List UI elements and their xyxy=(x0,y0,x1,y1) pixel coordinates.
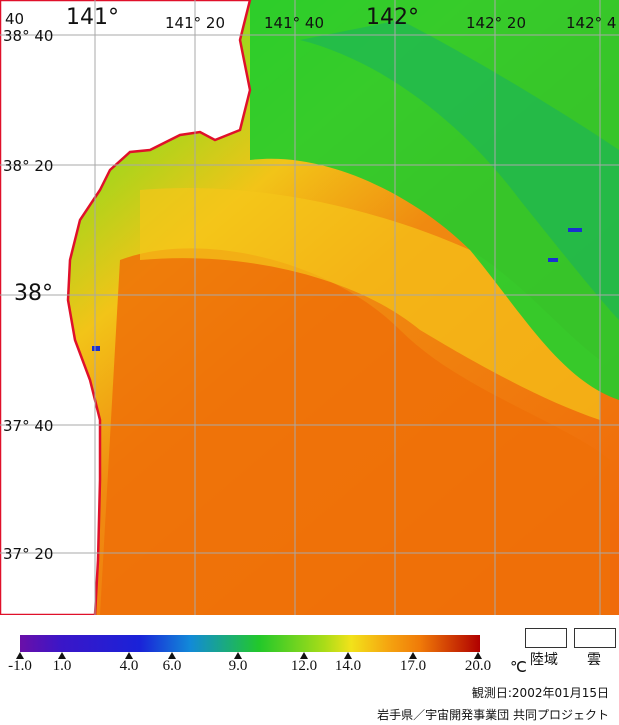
tick-mark xyxy=(58,652,66,659)
temperature-colorbar xyxy=(20,635,480,652)
credit-line: 岩手県／宇宙開発事業団 共同プロジェクト xyxy=(377,708,609,722)
tick-label: 4.0 xyxy=(119,658,139,674)
lon-label-141: 141° xyxy=(66,5,119,30)
tick-mark xyxy=(234,652,242,659)
lon-label-141-20: 141° 20 xyxy=(165,14,225,32)
tick-label: 20.0 xyxy=(464,658,492,674)
unit-label: ℃ xyxy=(510,660,527,676)
tick-label: 14.0 xyxy=(334,658,362,674)
tick-mark xyxy=(168,652,176,659)
lat-label-38-20: 38° 20 xyxy=(3,157,53,175)
lon-label-141-40: 141° 40 xyxy=(264,14,324,32)
tick-mark xyxy=(344,652,352,659)
lat-label-37-40: 37° 40 xyxy=(3,417,53,435)
cloud-swatch xyxy=(574,628,616,648)
lon-label-142-40: 142° 4 xyxy=(566,14,616,32)
land-swatch xyxy=(525,628,567,648)
lat-label-38-40: 38° 40 xyxy=(3,27,53,45)
corner-label: 40 xyxy=(5,10,24,28)
lat-label-37-20: 37° 20 xyxy=(3,545,53,563)
tick-label: 1.0 xyxy=(52,658,72,674)
tick-label: 6.0 xyxy=(162,658,182,674)
land-label: 陸域 xyxy=(530,652,558,668)
sea-surface-temperature-map: 40 141° 141° 20 141° 40 142° 142° 20 142… xyxy=(0,0,619,615)
lat-label-38: 38° xyxy=(14,281,53,306)
tick-mark xyxy=(409,652,417,659)
tick-label: -1.0 xyxy=(8,658,32,674)
cloud-label: 雲 xyxy=(587,652,601,668)
tick-mark xyxy=(125,652,133,659)
tick-mark xyxy=(474,652,482,659)
tick-label: 17.0 xyxy=(399,658,427,674)
tick-label: 12.0 xyxy=(290,658,318,674)
lon-label-142-20: 142° 20 xyxy=(466,14,526,32)
tick-mark xyxy=(16,652,24,659)
tick-label: 9.0 xyxy=(228,658,248,674)
observation-date: 観測日:2002年01月15日 xyxy=(471,686,609,700)
tick-mark xyxy=(300,652,308,659)
lon-label-142: 142° xyxy=(366,5,419,30)
